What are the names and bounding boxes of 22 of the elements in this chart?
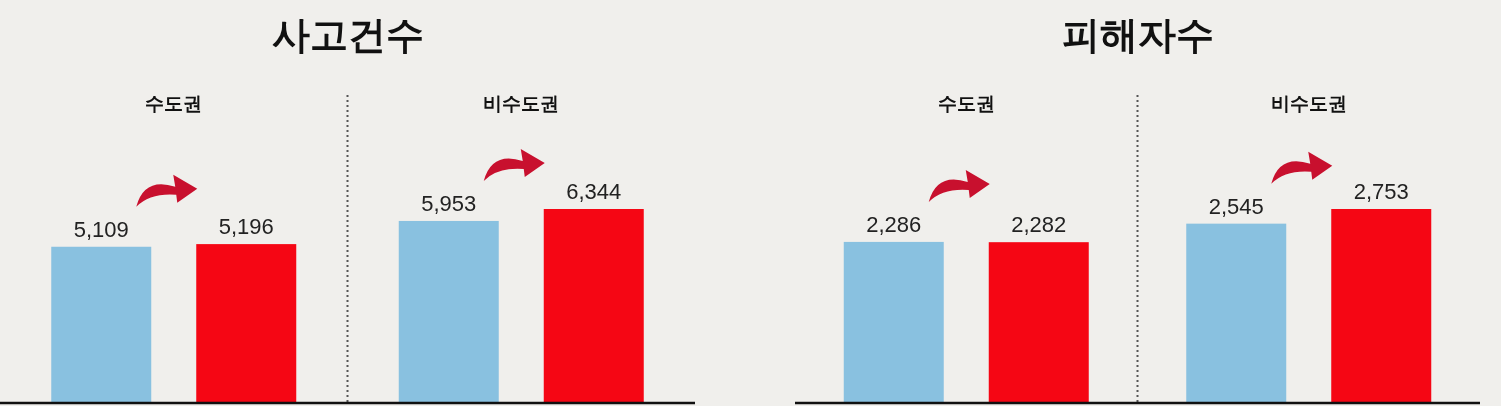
bar xyxy=(398,220,499,403)
bar xyxy=(1186,223,1287,403)
bar xyxy=(196,244,297,403)
data-label: 5,196 xyxy=(218,214,274,240)
bar xyxy=(843,241,944,403)
data-label: 5,109 xyxy=(73,216,129,242)
data-label: 6,344 xyxy=(566,179,622,204)
x-tick-label: 비수도권 xyxy=(1270,93,1347,114)
data-label: 2,286 xyxy=(866,211,922,237)
bar xyxy=(988,242,1089,403)
x-tick-label: 비수도권 xyxy=(483,93,560,114)
bar xyxy=(543,209,644,403)
x-tick-label: 수도권 xyxy=(145,93,203,114)
x-tick-label: 수도권 xyxy=(937,93,995,114)
data-label: 2,282 xyxy=(1011,212,1067,238)
data-label: 5,953 xyxy=(421,190,477,216)
chart-title: 사고건수 xyxy=(271,14,424,56)
chart-title: 피해자수 xyxy=(1061,14,1214,56)
bar xyxy=(51,246,152,403)
data-label: 2,545 xyxy=(1208,193,1264,219)
bar xyxy=(1331,209,1432,403)
data-label: 2,753 xyxy=(1353,179,1409,204)
